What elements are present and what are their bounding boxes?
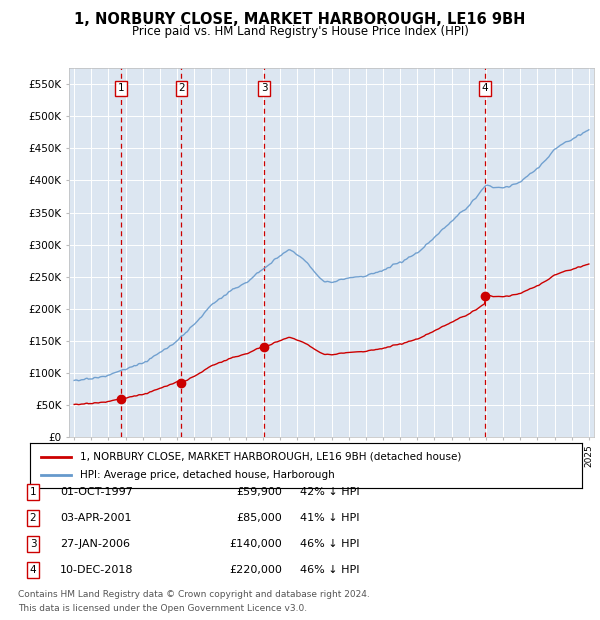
Text: £220,000: £220,000 [229,565,282,575]
Text: 1: 1 [29,487,37,497]
Text: 27-JAN-2006: 27-JAN-2006 [60,539,130,549]
Text: 1, NORBURY CLOSE, MARKET HARBOROUGH, LE16 9BH (detached house): 1, NORBURY CLOSE, MARKET HARBOROUGH, LE1… [80,452,461,462]
Text: 2: 2 [29,513,37,523]
Text: 01-OCT-1997: 01-OCT-1997 [60,487,133,497]
Text: HPI: Average price, detached house, Harborough: HPI: Average price, detached house, Harb… [80,471,334,480]
Text: 3: 3 [261,84,268,94]
Text: 42% ↓ HPI: 42% ↓ HPI [300,487,359,497]
Text: £140,000: £140,000 [229,539,282,549]
Text: 46% ↓ HPI: 46% ↓ HPI [300,565,359,575]
Text: 4: 4 [482,84,488,94]
Text: 1, NORBURY CLOSE, MARKET HARBOROUGH, LE16 9BH: 1, NORBURY CLOSE, MARKET HARBOROUGH, LE1… [74,12,526,27]
Text: Contains HM Land Registry data © Crown copyright and database right 2024.: Contains HM Land Registry data © Crown c… [18,590,370,599]
Text: 41% ↓ HPI: 41% ↓ HPI [300,513,359,523]
Text: 1: 1 [118,84,125,94]
Text: 4: 4 [29,565,37,575]
Text: 10-DEC-2018: 10-DEC-2018 [60,565,133,575]
Text: 03-APR-2001: 03-APR-2001 [60,513,131,523]
Text: Price paid vs. HM Land Registry's House Price Index (HPI): Price paid vs. HM Land Registry's House … [131,25,469,38]
Text: This data is licensed under the Open Government Licence v3.0.: This data is licensed under the Open Gov… [18,603,307,613]
Text: £85,000: £85,000 [236,513,282,523]
Text: 3: 3 [29,539,37,549]
Text: £59,900: £59,900 [236,487,282,497]
Text: 46% ↓ HPI: 46% ↓ HPI [300,539,359,549]
Text: 2: 2 [178,84,185,94]
